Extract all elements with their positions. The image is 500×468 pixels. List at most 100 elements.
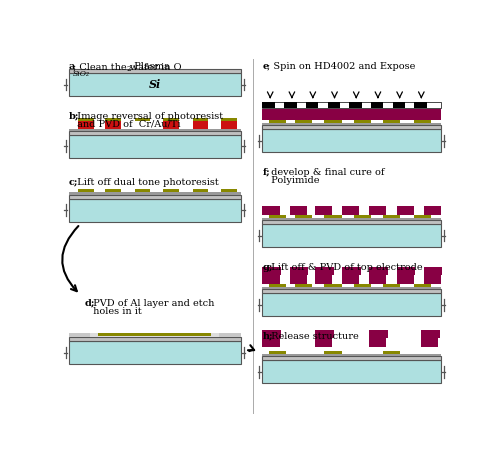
Bar <box>422 330 440 338</box>
Bar <box>192 121 208 129</box>
Bar <box>163 190 179 192</box>
Bar <box>315 338 332 347</box>
Bar <box>328 102 340 108</box>
Bar <box>396 267 415 275</box>
Bar <box>295 215 312 218</box>
Text: g;: g; <box>262 263 273 271</box>
Bar <box>262 354 440 357</box>
Bar <box>384 215 400 218</box>
Text: a: a <box>68 62 75 71</box>
Bar <box>354 284 371 287</box>
Bar <box>90 333 219 337</box>
Bar <box>105 118 120 121</box>
Bar <box>262 267 281 275</box>
Bar <box>414 120 432 123</box>
Text: Lift off dual tone photoresist: Lift off dual tone photoresist <box>74 178 219 187</box>
Text: Lift off & PVD of top electrode: Lift off & PVD of top electrode <box>268 263 423 271</box>
Bar <box>396 205 413 215</box>
Text: b;: b; <box>68 111 79 121</box>
Text: holes in it: holes in it <box>90 307 142 316</box>
Bar <box>342 275 359 284</box>
Text: ; Clean the wafer in O: ; Clean the wafer in O <box>74 62 182 71</box>
Bar <box>384 351 400 354</box>
Bar <box>262 293 440 316</box>
Bar <box>354 120 371 123</box>
Bar <box>134 118 150 121</box>
Bar <box>68 341 241 364</box>
Bar <box>315 205 332 215</box>
Bar <box>192 118 208 121</box>
Bar <box>284 102 296 108</box>
Bar <box>105 121 120 129</box>
Bar <box>315 330 334 338</box>
Bar <box>315 275 332 284</box>
Bar <box>370 275 386 284</box>
Bar <box>295 120 312 123</box>
Bar <box>68 69 241 73</box>
Bar <box>414 284 432 287</box>
Bar <box>262 125 440 129</box>
Bar <box>268 120 285 123</box>
Bar <box>414 102 427 108</box>
Bar <box>290 205 306 215</box>
Bar <box>396 275 413 284</box>
Bar <box>414 215 432 218</box>
Bar <box>262 224 440 247</box>
Bar <box>262 330 281 338</box>
Bar <box>324 284 342 287</box>
Bar <box>424 267 442 275</box>
Bar <box>68 129 241 131</box>
Bar <box>342 267 361 275</box>
Bar <box>262 102 275 108</box>
Bar <box>262 220 440 224</box>
Bar <box>163 121 179 129</box>
Bar <box>78 121 94 129</box>
Bar <box>262 205 280 215</box>
Bar <box>105 190 120 192</box>
Bar <box>290 267 308 275</box>
Bar <box>134 190 150 192</box>
Bar <box>354 215 371 218</box>
Bar <box>68 192 241 195</box>
Bar <box>262 102 440 108</box>
Bar <box>324 120 342 123</box>
Bar <box>68 333 90 337</box>
Bar <box>424 205 440 215</box>
Bar <box>78 190 94 192</box>
Bar <box>68 131 241 135</box>
Bar <box>306 102 318 108</box>
Text: f;: f; <box>262 168 270 177</box>
Text: and PVD of  Cr/Au/Ti: and PVD of Cr/Au/Ti <box>74 120 181 129</box>
Bar <box>370 205 386 215</box>
Bar <box>262 218 440 220</box>
Bar <box>268 284 285 287</box>
Text: d;: d; <box>84 299 94 308</box>
Bar <box>222 118 237 121</box>
Text: Release structure: Release structure <box>268 332 359 341</box>
Text: e: e <box>262 62 268 71</box>
Bar <box>68 198 241 222</box>
Bar <box>68 73 241 96</box>
Text: Plasma: Plasma <box>130 62 170 71</box>
Bar <box>262 290 440 293</box>
Text: PVD of Al layer and etch: PVD of Al layer and etch <box>90 299 214 308</box>
Bar <box>384 120 400 123</box>
Bar <box>295 284 312 287</box>
Text: c;: c; <box>68 178 78 187</box>
Bar <box>349 102 362 108</box>
Bar <box>392 102 405 108</box>
Bar <box>219 333 241 337</box>
Bar <box>78 118 94 121</box>
Bar <box>384 284 400 287</box>
Bar <box>68 135 241 158</box>
Bar <box>134 121 150 129</box>
Text: 2: 2 <box>127 65 132 73</box>
Bar <box>262 357 440 360</box>
Bar <box>222 190 237 192</box>
Bar <box>222 121 237 129</box>
Text: SiO₂: SiO₂ <box>72 70 90 78</box>
Text: ; Spin on HD4002 and Expose: ; Spin on HD4002 and Expose <box>267 62 416 71</box>
Bar <box>163 118 179 121</box>
Bar <box>262 360 440 383</box>
Bar <box>262 287 440 290</box>
